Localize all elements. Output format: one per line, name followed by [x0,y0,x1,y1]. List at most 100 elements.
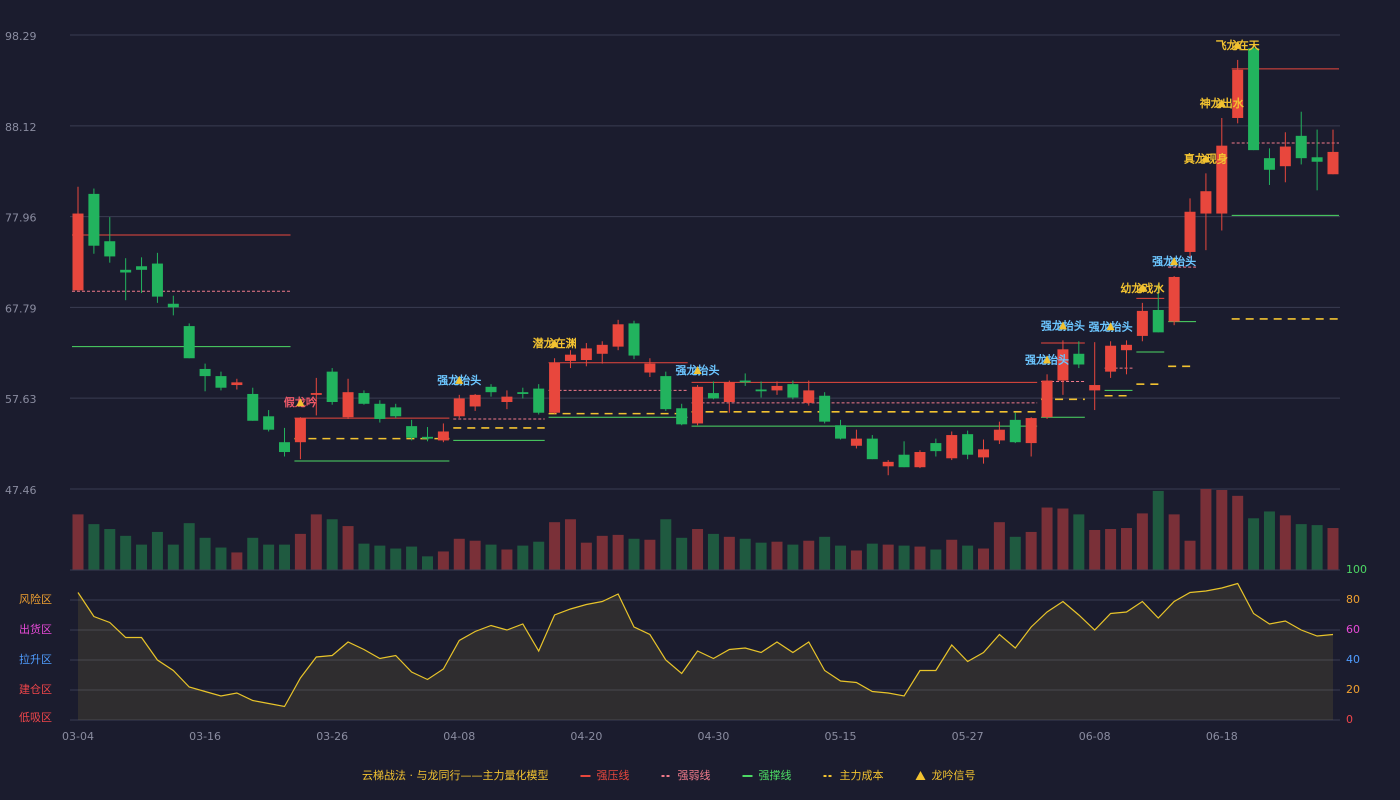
legend-label: 强压线 [597,768,630,782]
volume-bar [533,541,545,570]
volume-bar [104,529,116,570]
volume-bar [469,540,481,570]
volume-bar [390,548,402,570]
x-tick-label: 05-15 [825,730,857,743]
volume-bar [485,544,497,570]
candle-body [1073,353,1085,365]
candle-body [151,263,163,297]
volume-bar [374,545,386,570]
candle-body [294,418,306,443]
x-tick-label: 04-08 [443,730,475,743]
x-tick-label: 05-27 [952,730,984,743]
candle-body [882,461,894,467]
candle-body [453,398,465,417]
candle-body [1009,419,1021,443]
candle-body [755,389,767,392]
volume-bar [120,535,132,570]
candle-body [1168,276,1180,322]
volume-bar [1263,511,1275,570]
volume-bar [676,537,688,570]
candle-body [1057,349,1069,381]
candle-body [850,438,862,446]
volume-bar [501,549,513,570]
candle-body [898,454,910,468]
candle-body [469,394,481,407]
volume-bar [263,544,275,570]
volume-bar [771,541,783,570]
candle-body [803,390,815,403]
candle-body [501,396,513,403]
volume-bar [1248,518,1260,570]
candle-body [1136,310,1148,336]
signal-marker [1217,98,1226,107]
candle-body [247,393,259,421]
candle-body [835,425,847,439]
candle-body [136,266,148,270]
x-tick-label: 03-16 [189,730,221,743]
volume-bar [564,519,576,570]
y-tick-label: 47.46 [5,484,37,497]
candle-body [1041,380,1053,418]
signal-marker [296,398,305,407]
volume-bar [1279,515,1291,570]
volume-bar [136,544,148,570]
candle-body [946,435,958,459]
candle-body [533,388,545,413]
volume-bar [549,522,561,570]
candle-body [1120,344,1132,351]
indicator-area [78,583,1333,720]
volume-bar [358,543,370,570]
volume-bar [628,538,640,570]
signal-marker [455,375,464,384]
volume-bar [1057,508,1069,570]
candle-body [1105,345,1117,372]
x-tick-label: 04-30 [697,730,729,743]
volume-bar [882,544,894,570]
signal-marker [1170,257,1179,266]
candle-body [342,392,354,418]
candle-body [707,393,719,399]
candle-body [517,392,529,394]
candle-body [72,213,84,291]
candle-body [88,193,100,246]
volume-bar [1152,490,1164,570]
x-tick-label: 04-20 [570,730,602,743]
volume-bar [962,545,974,570]
zone-label: 建仓区 [19,682,52,696]
candle-body [326,371,338,403]
volume-bar [421,556,433,570]
volume-bar [1120,528,1132,570]
volume-bar [580,542,592,570]
indicator-line [77,582,1334,708]
volume-bar [406,546,418,570]
candle-body [1232,69,1244,118]
y2-tick-label: 60 [1346,623,1360,636]
volume-bar [1232,495,1244,570]
candle-body [1263,158,1275,170]
candle-body [596,344,608,354]
volume-bar [660,519,672,570]
zone-label: 风险区 [19,592,52,606]
y-tick-label: 57.63 [5,393,37,406]
y-tick-label: 98.29 [5,30,37,43]
volume-bar [279,544,291,570]
volume-bar [1041,507,1053,570]
signal-marker [1106,322,1115,331]
candle-body [660,376,672,410]
volume-bar [835,545,847,570]
candle-body [485,386,497,393]
candle-body [612,324,624,347]
volume-bar [930,549,942,570]
candle-body [1200,191,1212,214]
y-tick-label: 77.96 [5,212,37,225]
candle-body [676,408,688,425]
volume-bar [199,537,211,570]
volume-bar [88,524,100,570]
candle-body [183,326,195,359]
signal-marker [1233,40,1242,49]
legend-swatch [915,771,926,780]
y2-tick-label: 20 [1346,683,1360,696]
y2-tick-label: 80 [1346,593,1360,606]
volume-bar [437,551,449,570]
